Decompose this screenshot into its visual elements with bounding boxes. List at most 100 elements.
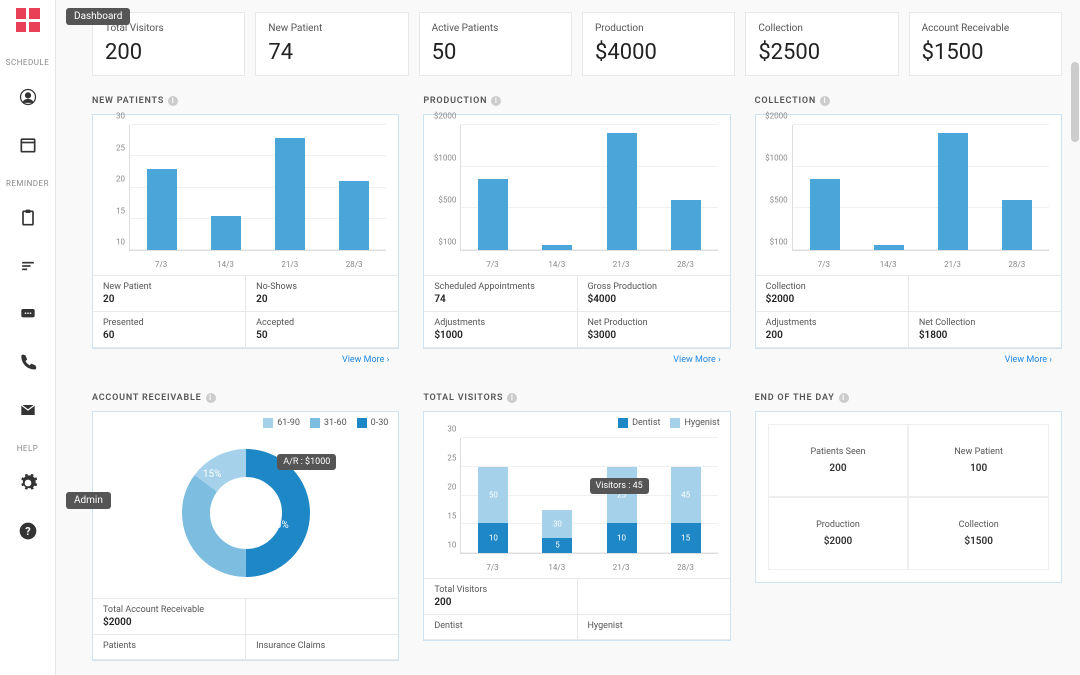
chart-bar [339,181,369,250]
calendar-icon[interactable] [10,127,46,163]
stats-cell: Accepted50 [246,312,398,348]
panel: ACCOUNT RECEIVABLEi 61-90 31-60 0-30 A/R :… [92,393,399,661]
stacked-legend: DentistHygenist [424,412,729,428]
stats-cell: Hygenist [578,615,730,640]
chart-bar-dentist: 10 [607,523,637,553]
info-icon[interactable]: i [168,96,178,106]
donut-tooltip: A/R : $1000 [277,454,336,470]
view-more-link[interactable]: View More [92,349,399,371]
clipboard-icon[interactable] [10,200,46,236]
svg-text:?: ? [25,525,30,538]
stats-cell-empty [909,276,1061,312]
stats-cell: Presented60 [93,312,246,348]
legend-item: 0-30 [357,418,389,428]
legend-item: 61-90 [263,418,300,428]
stats-cell: Total Account Receivable$2000 [93,599,246,635]
stats-cell: Dentist [424,615,577,640]
stats-cell: Adjustments200 [756,312,909,348]
panel-title: END OF THE DAYi [755,393,1062,403]
kpi-value: $1500 [922,40,1049,65]
chart-bar-dentist: 10 [478,523,508,553]
stats-cell: No-Shows20 [246,276,398,312]
panel: NEW PATIENTSi 10152025307/314/321/328/3N… [92,96,399,371]
panel-title: COLLECTIONi [755,96,1062,106]
view-more-link[interactable]: View More [755,349,1062,371]
info-icon[interactable]: i [507,393,517,403]
chart-tooltip: Visitors : 45 [590,478,649,494]
panel-body: 10152025307/314/321/328/3New Patient20No… [92,114,399,349]
kpi-card: Active Patients50 [419,12,572,76]
panel-body: $100$500$1000$20007/314/321/328/3Collect… [755,114,1062,349]
chart-bar-hygenist: 30 [542,510,572,538]
chart-bar [478,179,508,250]
chart-bar [542,245,572,250]
chart-bar [810,179,840,250]
sidebar-section-help: HELP [17,444,39,453]
info-icon[interactable]: i [206,393,216,403]
stats-cell: New Patient20 [93,276,246,312]
stats-cell: Net Production$3000 [578,312,730,348]
list-icon[interactable] [10,248,46,284]
kpi-label: Account Receivable [922,23,1049,34]
kpi-card: New Patient74 [255,12,408,76]
scrollbar[interactable] [1070,62,1080,675]
chart-bar [147,169,177,250]
panel: END OF THE DAYi Patients Seen200New Pati… [755,393,1062,661]
panel-body: Patients Seen200New Patient100Production… [755,411,1062,583]
kpi-value: $2500 [758,40,885,65]
panel-body: DentistHygenist1015202530105053010251545… [423,411,730,641]
stats-cell: Total Visitors200 [424,579,577,615]
chat-icon[interactable] [10,296,46,332]
kpi-row: Total Visitors200New Patient74Active Pat… [92,12,1062,76]
panel-title: TOTAL VISITORSi [423,393,730,403]
mail-icon[interactable] [10,392,46,428]
stats-table: Total Account Receivable$2000PatientsIns… [93,598,398,660]
stats-table: New Patient20No-Shows20Presented60Accept… [93,275,398,348]
kpi-card: Collection$2500 [745,12,898,76]
stats-table: Collection$2000Adjustments200Net Collect… [756,275,1061,348]
legend-item: 31-60 [310,418,347,428]
panels-bottom-row: ACCOUNT RECEIVABLEi 61-90 31-60 0-30 A/R :… [92,393,1062,661]
view-more-link[interactable]: View More [423,349,730,371]
sidebar: SCHEDULE REMINDER HELP ? [0,0,56,675]
eod-cell: New Patient100 [908,424,1049,497]
info-icon[interactable]: i [839,393,849,403]
eod-grid: Patients Seen200New Patient100Production… [768,424,1049,570]
kpi-label: Production [595,23,722,34]
kpi-value: 74 [268,40,395,65]
panel-title: ACCOUNT RECEIVABLEi [92,393,399,403]
kpi-value: 50 [432,40,559,65]
panel: PRODUCTIONi $100$500$1000$20007/314/321/… [423,96,730,371]
panel: TOTAL VISITORSi DentistHygenist101520253… [423,393,730,661]
panel-title: NEW PATIENTSi [92,96,399,106]
chart-bar-hygenist: 50 [478,467,508,523]
admin-tooltip: Admin [66,492,111,509]
stats-cell: Scheduled Appointments74 [424,276,577,312]
chart-bar [938,133,968,250]
help-icon[interactable]: ? [10,513,46,549]
panel-body: 61-90 31-60 0-30 A/R : $1000 50% 35% 15% T… [92,411,399,661]
gear-icon[interactable] [10,465,46,501]
info-icon[interactable]: i [491,96,501,106]
info-icon[interactable]: i [820,96,830,106]
stats-cell: Gross Production$4000 [578,276,730,312]
legend-item: Hygenist [670,418,719,428]
stats-table: Scheduled Appointments74Gross Production… [424,275,729,348]
panel: COLLECTIONi $100$500$1000$20007/314/321/… [755,96,1062,371]
stats-cell-empty [246,599,398,635]
panels-top-row: NEW PATIENTSi 10152025307/314/321/328/3N… [92,96,1062,371]
stats-table: Total Visitors200DentistHygenist [424,578,729,640]
kpi-value: 200 [105,40,232,65]
stats-cell: Net Collection$1800 [909,312,1061,348]
stats-cell: Patients [93,635,246,660]
donut-legend: 61-90 31-60 0-30 [93,412,398,428]
chart-bar [211,216,241,250]
schedule-person-icon[interactable] [10,79,46,115]
dashboard-tooltip: Dashboard [66,8,130,25]
stats-cell-empty [578,579,730,615]
phone-icon[interactable] [10,344,46,380]
app-logo[interactable] [16,8,40,32]
kpi-card: Production$4000 [582,12,735,76]
chart-bar [607,133,637,250]
donut-chart: A/R : $1000 50% 35% 15% [93,428,398,598]
